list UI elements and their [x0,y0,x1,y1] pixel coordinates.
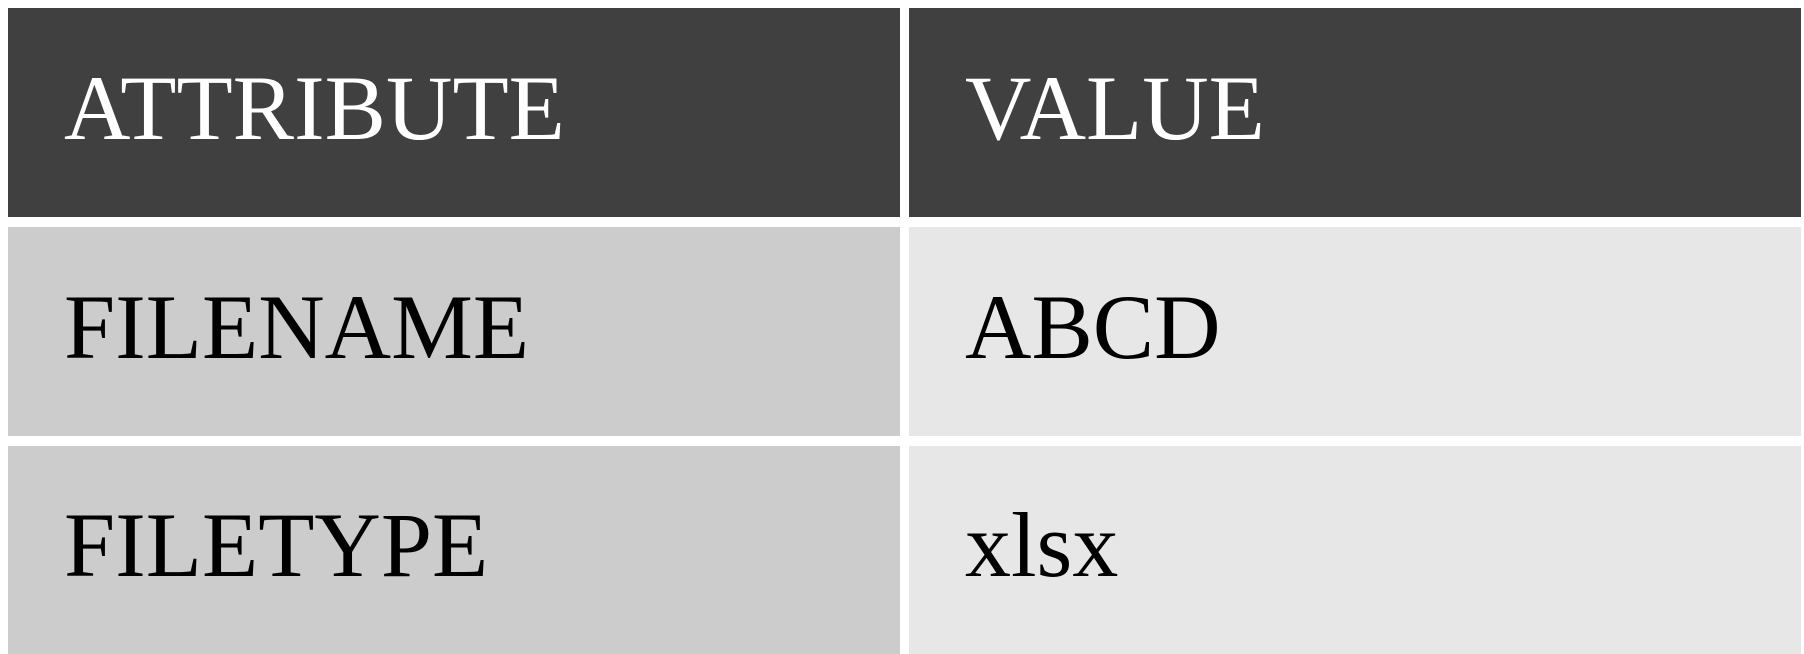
header-cell-attribute: ATTRIBUTE [8,8,900,217]
attribute-label-filetype: FILETYPE [64,494,489,596]
value-filename: ABCD [965,275,1221,378]
header-label-value: VALUE [965,56,1265,159]
table-row-filename-value: ABCD [909,227,1801,436]
table-row-filetype-attribute: FILETYPE [8,446,900,654]
header-label-attribute: ATTRIBUTE [64,56,565,159]
table-row-filetype-value: xlsx [909,446,1801,654]
header-cell-value: VALUE [909,8,1801,217]
table-row-filename-attribute: FILENAME [8,227,900,436]
value-filetype: xlsx [965,494,1119,596]
attribute-value-table: ATTRIBUTE VALUE FILENAME ABCD FILETYPE x… [8,8,1801,654]
attribute-label-filename: FILENAME [64,275,530,378]
